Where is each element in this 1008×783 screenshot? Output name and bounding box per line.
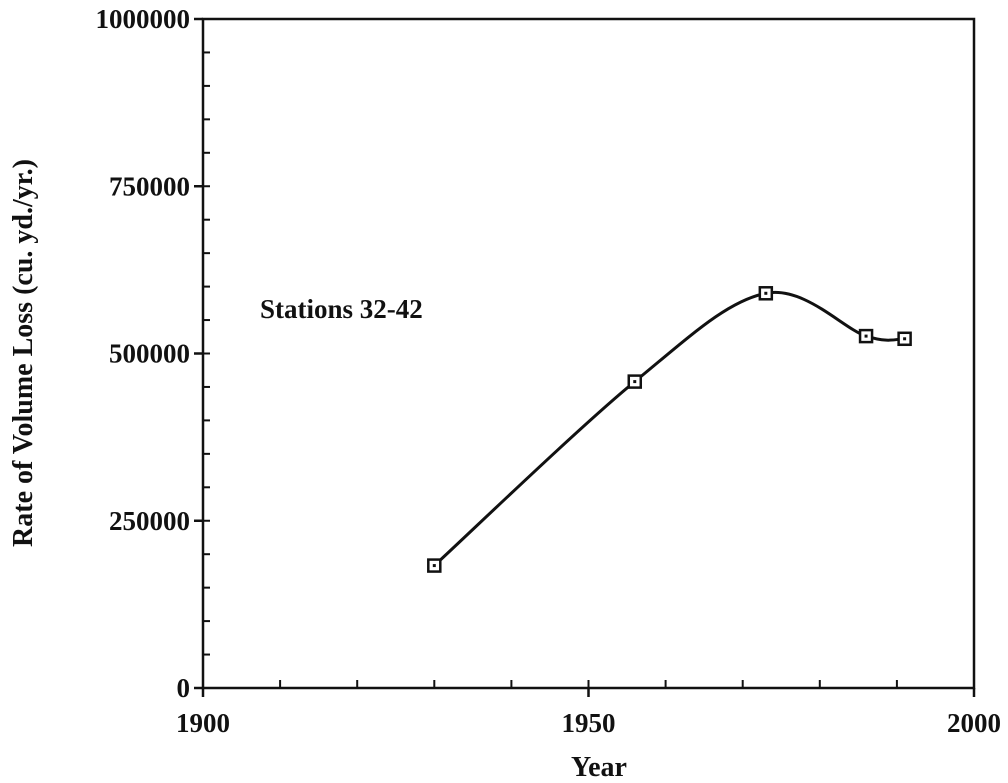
data-point-center [864,334,868,338]
y-tick-label: 250000 [109,506,190,536]
annotation-label: Stations 32-42 [260,294,423,324]
x-tick-labels: 1900 1950 2000 [176,708,1001,738]
minor-ticks [203,51,898,688]
y-tick-label: 0 [177,673,191,703]
data-point-center [633,380,637,384]
plot-frame [201,17,976,690]
y-tick-labels: 0 250000 500000 750000 1000000 [96,4,191,703]
y-tick-label: 500000 [109,339,190,369]
x-tick-label: 1950 [562,708,616,738]
x-axis-title: Year [571,752,627,783]
y-axis-title: Rate of Volume Loss (cu. yd./yr.) [8,159,39,547]
data-point-center [432,564,436,568]
x-tick-label: 1900 [176,708,230,738]
data-point-center [903,337,907,341]
major-ticks [194,17,976,697]
x-tick-label: 2000 [947,708,1001,738]
y-tick-label: 750000 [109,171,190,201]
data-point-center [764,291,768,295]
y-tick-label: 1000000 [96,4,191,34]
series-line [433,290,905,567]
data-markers [427,286,912,573]
